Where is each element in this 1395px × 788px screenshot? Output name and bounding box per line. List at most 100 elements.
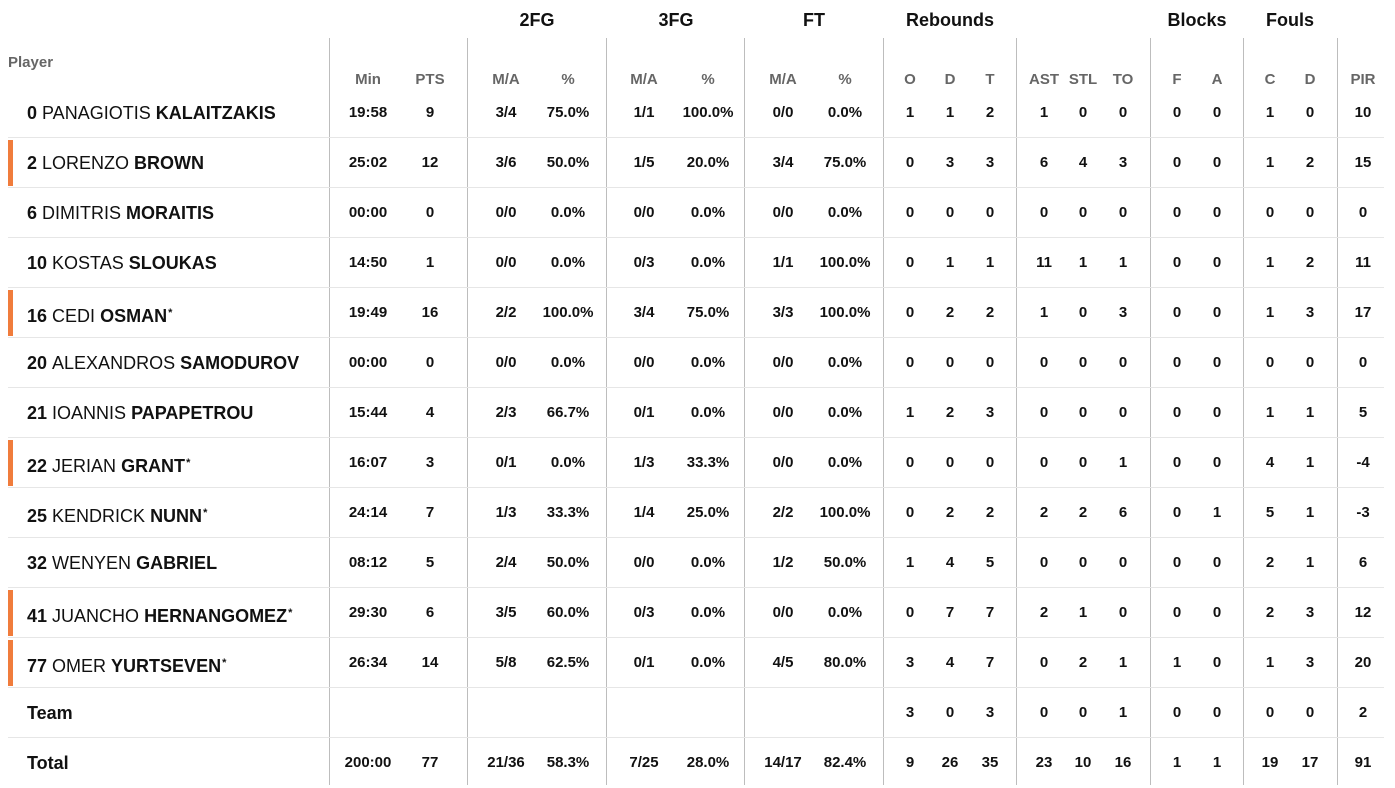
stat-cell: 0: [1212, 204, 1222, 221]
stat-cell: 2/4: [495, 554, 517, 571]
player-mark: *: [203, 507, 208, 519]
player-name[interactable]: 10 KOSTAS SLOUKAS: [27, 238, 217, 288]
stat-cell: 0: [1078, 404, 1088, 421]
player-name[interactable]: 16 CEDI OSMAN*: [27, 288, 172, 338]
stat-cell: 66.7%: [546, 404, 590, 421]
stat-cell: 3: [985, 704, 995, 721]
stat-cell: 0: [1212, 404, 1222, 421]
player-row: 77 OMER YURTSEVEN* 26:34 14 5/8 62.5% 0/1 0.0% 4…: [8, 638, 1384, 688]
stat-cell: 0/0: [495, 254, 517, 271]
stat-cell: 0: [1039, 204, 1049, 221]
stat-cell: 1: [425, 254, 435, 271]
player-name[interactable]: 22 JERIAN GRANT*: [27, 438, 190, 488]
player-row: 32 WENYEN GABRIEL 08:12 5 2/4 50.0% 0/0 0.0% 1/2…: [8, 538, 1384, 588]
stat-cell: 0: [1172, 504, 1182, 521]
player-name[interactable]: 2 LORENZO BROWN: [27, 138, 204, 188]
player-row: 2 LORENZO BROWN 25:02 12 3/6 50.0% 1/5 20.0% 3/4…: [8, 138, 1384, 188]
stat-cell: 0: [1078, 204, 1088, 221]
player-name[interactable]: 0 PANAGIOTIS KALAITZAKIS: [27, 88, 276, 138]
stat-cell: 0: [905, 254, 915, 271]
column-divider: [883, 38, 884, 785]
stat-cell: 0: [1078, 304, 1088, 321]
player-last-name: GRANT: [121, 456, 186, 476]
player-number: 77: [27, 656, 48, 676]
stat-cell: 0: [985, 454, 995, 471]
player-last-name: HERNANGOMEZ: [144, 606, 288, 626]
stat-cell: 0: [1358, 204, 1368, 221]
player-name[interactable]: 77 OMER YURTSEVEN*: [27, 638, 226, 688]
stat-cell: 3: [1305, 304, 1315, 321]
stat-cell: 16: [1114, 754, 1132, 771]
stat-cell: 1: [1305, 504, 1315, 521]
stat-cell: 0: [905, 204, 915, 221]
column-header: O: [904, 71, 916, 88]
stat-cell: 0: [1118, 204, 1128, 221]
stat-cell: 35: [981, 754, 999, 771]
stat-cell: 0: [1118, 354, 1128, 371]
player-row: 21 IOANNIS PAPAPETROU 15:44 4 2/3 66.7% 0/1 0.0…: [8, 388, 1384, 438]
stat-cell: 20.0%: [686, 154, 730, 171]
stat-cell: 0: [1212, 554, 1222, 571]
stat-cell: 0.0%: [690, 204, 726, 221]
stat-cell: 100.0%: [542, 304, 594, 321]
stat-cell: 29:30: [348, 604, 388, 621]
player-name[interactable]: 6 DIMITRIS MORAITIS: [27, 188, 214, 238]
stat-cell: 50.0%: [546, 554, 590, 571]
stat-cell: 5/8: [495, 654, 517, 671]
player-mark: *: [222, 657, 227, 669]
row-separator: [8, 237, 1384, 238]
column-header: D: [1304, 71, 1316, 88]
stat-cell: 0: [1118, 104, 1128, 121]
stat-cell: 0.0%: [827, 204, 863, 221]
stat-cell: 12: [421, 154, 439, 171]
stat-cell: 1: [1078, 604, 1088, 621]
stat-cell: 2: [985, 504, 995, 521]
player-last-name: GABRIEL: [136, 553, 218, 573]
player-name[interactable]: 25 KENDRICK NUNN*: [27, 488, 207, 538]
player-first-name: WENYEN: [52, 553, 132, 573]
stat-cell: 0: [1212, 104, 1222, 121]
stat-cell: 0: [1265, 354, 1275, 371]
stat-cell: 0: [1358, 354, 1368, 371]
stat-cell: 9: [905, 754, 915, 771]
stat-cell: 60.0%: [546, 604, 590, 621]
column-header: PIR: [1350, 71, 1376, 88]
stat-cell: 6: [425, 604, 435, 621]
stat-cell: 0.0%: [827, 604, 863, 621]
player-last-name: BROWN: [134, 153, 205, 173]
stat-cell: 0: [1172, 104, 1182, 121]
group-2fg: 2FG: [519, 10, 555, 30]
column-header: C: [1264, 71, 1276, 88]
stat-cell: 7: [985, 604, 995, 621]
column-header: PTS: [415, 71, 445, 88]
player-name[interactable]: 20 ALEXANDROS SAMODUROV: [27, 338, 299, 388]
stat-cell: 0: [905, 454, 915, 471]
row-separator: [8, 137, 1384, 138]
stat-cell: 1/3: [495, 504, 517, 521]
player-first-name: LORENZO: [42, 153, 130, 173]
stat-cell: 3/4: [495, 104, 517, 121]
stat-cell: 50.0%: [823, 554, 867, 571]
row-separator: [8, 387, 1384, 388]
stat-cell: 0: [1172, 404, 1182, 421]
stat-cell: 3/5: [495, 604, 517, 621]
stat-cell: 0: [1039, 554, 1049, 571]
player-name[interactable]: 21 IOANNIS PAPAPETROU: [27, 388, 253, 438]
stat-cell: 0: [1212, 354, 1222, 371]
player-name[interactable]: 32 WENYEN GABRIEL: [27, 538, 217, 588]
stat-cell: 0: [985, 204, 995, 221]
stat-cell: 00:00: [348, 354, 388, 371]
stat-cell: 1/3: [633, 454, 655, 471]
stat-cell: 4/5: [772, 654, 794, 671]
stat-cell: 0/0: [633, 554, 655, 571]
stat-cell: 2: [1265, 604, 1275, 621]
row-separator: [8, 437, 1384, 438]
stat-cell: 0: [1039, 354, 1049, 371]
player-name[interactable]: 41 JUANCHO HERNANGOMEZ*: [27, 588, 292, 638]
stat-cell: 58.3%: [546, 754, 590, 771]
group-3fg: 3FG: [658, 10, 694, 30]
stat-cell: 0.0%: [827, 354, 863, 371]
stat-cell: 0.0%: [827, 404, 863, 421]
stat-cell: 3: [945, 154, 955, 171]
stat-cell: 17: [1301, 754, 1319, 771]
